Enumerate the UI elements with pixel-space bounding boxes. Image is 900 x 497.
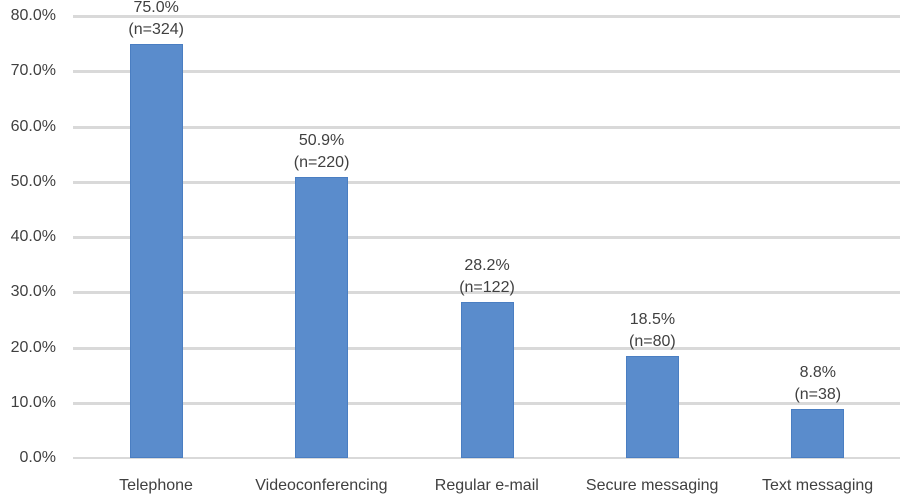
data-label-percent: 28.2% <box>464 257 510 275</box>
data-label: 18.5% (n=80) <box>582 309 722 353</box>
y-tick-label: 60.0% <box>10 117 56 135</box>
gridline <box>73 291 900 295</box>
gridline <box>73 125 900 129</box>
data-label-count: (n=324) <box>128 20 184 38</box>
x-axis-line <box>73 457 900 459</box>
bar-telephone <box>129 43 183 458</box>
data-label-count: (n=220) <box>293 153 350 171</box>
data-label-count: (n=38) <box>794 386 842 404</box>
y-tick-label: 50.0% <box>10 172 56 190</box>
y-tick-label: 20.0% <box>10 338 56 356</box>
x-tick-label: Text messaging <box>762 477 874 494</box>
y-tick-label: 40.0% <box>10 228 56 245</box>
y-tick-label: 30.0% <box>10 283 56 301</box>
y-tick-label: 70.0% <box>10 62 56 80</box>
y-tick-label: 10.0% <box>10 393 56 411</box>
data-label: 50.9% (n=220) <box>252 130 392 174</box>
x-tick-label: Videoconferencing <box>255 477 388 494</box>
x-tick-label: Regular e-mail <box>434 477 539 494</box>
bar-videoconferencing <box>295 176 349 458</box>
data-label: 75.0% (n=324) <box>86 0 226 41</box>
gridline <box>73 70 900 74</box>
bar-secure-messaging <box>625 355 679 458</box>
gridline <box>73 15 900 18</box>
gridline <box>73 180 900 184</box>
data-label-percent: 75.0% <box>133 0 179 16</box>
y-tick-label: 0.0% <box>19 449 56 466</box>
x-tick-label: Telephone <box>119 477 193 494</box>
data-label-percent: 8.8% <box>799 364 837 382</box>
x-tick-label: Secure messaging <box>585 477 719 494</box>
data-label-count: (n=80) <box>629 332 676 350</box>
data-label: 28.2% (n=122) <box>417 255 557 299</box>
data-label-percent: 18.5% <box>629 310 676 328</box>
gridline <box>73 236 900 239</box>
y-tick-label: 80.0% <box>10 7 56 24</box>
bar-text-messaging <box>791 409 845 458</box>
data-label-count: (n=122) <box>459 279 515 297</box>
data-label: 8.8% (n=38) <box>748 362 888 406</box>
data-label-percent: 50.9% <box>298 131 345 149</box>
bar-regular-e-mail <box>460 302 514 458</box>
